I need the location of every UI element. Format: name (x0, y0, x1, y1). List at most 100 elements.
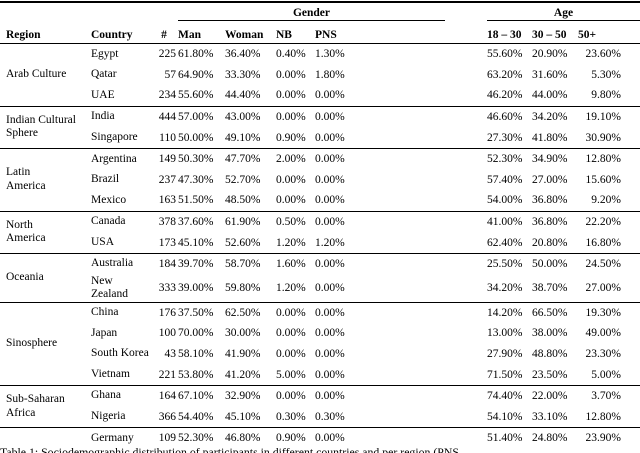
column-header-9: 50+ (578, 29, 597, 41)
percent-cell: 51.40% (487, 432, 523, 445)
percent-cell: 0.90% (276, 131, 306, 144)
table-row: USA 173 45.10% 52.60% 1.20% 1.20% 62.40% 20.80%… (0, 232, 640, 253)
percent-cell: 13.00% (487, 327, 523, 340)
country-cell: UAE (91, 88, 115, 101)
percent-cell: 50.30% (178, 153, 214, 166)
percent-cell: 57.00% (178, 111, 214, 124)
percent-cell: 62.50% (225, 306, 261, 319)
percent-cell: 74.40% (487, 390, 523, 403)
percent-cell: 41.00% (487, 216, 523, 229)
percent-cell: 37.50% (178, 306, 214, 319)
sample-size-cell: 225 (158, 48, 176, 61)
percent-cell: 0.00% (276, 111, 306, 124)
region-label-line: America (6, 232, 46, 245)
sample-size-cell: 100 (158, 327, 176, 340)
percent-cell: 36.40% (225, 48, 261, 61)
percent-cell: 71.50% (487, 368, 523, 381)
percent-cell: 52.60% (225, 236, 261, 249)
percent-cell: 0.00% (276, 390, 306, 403)
percent-cell: 62.40% (487, 236, 523, 249)
country-cell: New Zealand (91, 274, 129, 301)
percent-cell: 22.00% (532, 390, 568, 403)
region-group: Latin America Argentina 149 50.30% 47.70% 2.00… (0, 148, 640, 211)
region-group: WesternEuropeGermany10952.30%46.80%0.90%… (0, 427, 640, 453)
percent-cell: 47.30% (178, 173, 214, 186)
region-group: Sub-Saharan Africa Ghana 164 67.10% 32.90% 0.0… (0, 385, 640, 427)
column-gap (445, 148, 487, 169)
table-row: New Zealand 333 39.00% 59.80% 1.20% 0.00% 34.2… (0, 275, 640, 303)
column-header-7: 18 – 30 (487, 29, 522, 41)
sample-size-cell: 366 (158, 410, 176, 423)
sample-size-cell: 43 (164, 348, 177, 361)
percent-cell: 0.00% (315, 390, 345, 403)
percent-cell: 0.00% (276, 348, 306, 361)
sample-size-cell: 444 (158, 111, 176, 124)
sample-size-cell: 221 (158, 368, 176, 381)
table-row: Brazil 237 47.30% 52.70% 0.00% 0.00% 57.40% 27.… (0, 170, 640, 191)
country-cell: Japan (91, 326, 118, 339)
country-cell: Singapore (91, 130, 138, 143)
column-header-5: NB (276, 29, 292, 41)
table-row: UAE 234 55.60% 44.40% 0.00% 0.00% 46.20% 44.00%… (0, 85, 640, 106)
percent-cell: 66.50% (532, 306, 568, 319)
percent-cell: 61.90% (225, 216, 261, 229)
percent-cell: 1.20% (276, 236, 306, 249)
percent-cell: 31.60% (532, 68, 568, 81)
table-row: Qatar 57 64.90% 33.30% 0.00% 1.80% 63.20% 31.60… (0, 65, 640, 86)
region-label-line: Arab Culture (6, 68, 67, 81)
table-row: Sinosphere China 176 37.50% 62.50% 0.00% 0.00%… (0, 302, 640, 349)
region-cell: North America (0, 211, 86, 253)
header-gap (445, 21, 487, 44)
table-row: Arab Culture Egypt 225 61.80% 36.40% 0.40% 1.3… (0, 44, 640, 81)
column-gap (445, 44, 487, 65)
region-label-line: Indian Cultural (6, 113, 76, 126)
table-row: Mexico 163 51.50% 48.50% 0.00% 0.00% 54.00% 36.… (0, 190, 640, 211)
percent-cell: 0.00% (276, 327, 306, 340)
region-group: Arab Culture Egypt 225 61.80% 36.40% 0.40% 1.3… (0, 43, 640, 107)
percent-cell: 23.30% (585, 348, 621, 361)
country-cell: Argentina (91, 152, 137, 165)
percent-cell: 27.90% (487, 348, 523, 361)
percent-cell: 43.00% (225, 111, 261, 124)
column-gap (445, 127, 487, 148)
percent-cell: 1.80% (315, 68, 345, 81)
percent-cell: 0.30% (276, 410, 306, 423)
percent-cell: 54.00% (487, 194, 523, 207)
sample-size-cell: 164 (158, 390, 176, 403)
percent-cell: 1.60% (276, 258, 306, 271)
country-cell: Germany (91, 431, 134, 444)
region-cell: Oceania (0, 253, 86, 302)
percent-cell: 0.30% (315, 410, 345, 423)
group-header-gender: Gender (178, 2, 445, 21)
column-gap (445, 65, 487, 86)
column-gap (445, 364, 487, 385)
percent-cell: 54.10% (487, 410, 523, 423)
percent-cell: 0.90% (276, 432, 306, 445)
region-cell: Sub-Saharan Africa (0, 385, 86, 427)
sample-size-cell: 173 (158, 236, 176, 249)
table-row: Japan 100 70.00% 30.00% 0.00% 0.00% 13.00% 38.0… (0, 323, 640, 344)
percent-cell: 27.30% (487, 131, 523, 144)
percent-cell: 0.40% (276, 48, 306, 61)
column-gap (445, 275, 487, 303)
header-spacer (0, 2, 178, 21)
percent-cell: 19.10% (585, 111, 621, 124)
region-group: Sinosphere China 176 37.50% 62.50% 0.00% 0.00%… (0, 302, 640, 385)
column-gap (445, 211, 487, 232)
percent-cell: 14.20% (487, 306, 523, 319)
percent-cell: 54.40% (178, 410, 214, 423)
percent-cell: 0.00% (315, 194, 345, 207)
percent-cell: 70.00% (178, 327, 214, 340)
sample-size-cell: 109 (158, 432, 176, 445)
column-header-4: Woman (225, 29, 264, 41)
region-cell: Latin America (0, 148, 86, 211)
region-label-line: Sub-Saharan (6, 393, 65, 405)
country-cell: Nigeria (91, 410, 126, 423)
percent-cell: 55.60% (487, 48, 523, 61)
percent-cell: 23.50% (532, 368, 568, 381)
table-row: North America Canada 378 37.60% 61.90% 0.50% 0.… (0, 211, 640, 244)
column-header-6: PNS (315, 29, 337, 41)
country-cell: Australia (91, 257, 134, 270)
percent-cell: 1.20% (276, 282, 306, 295)
